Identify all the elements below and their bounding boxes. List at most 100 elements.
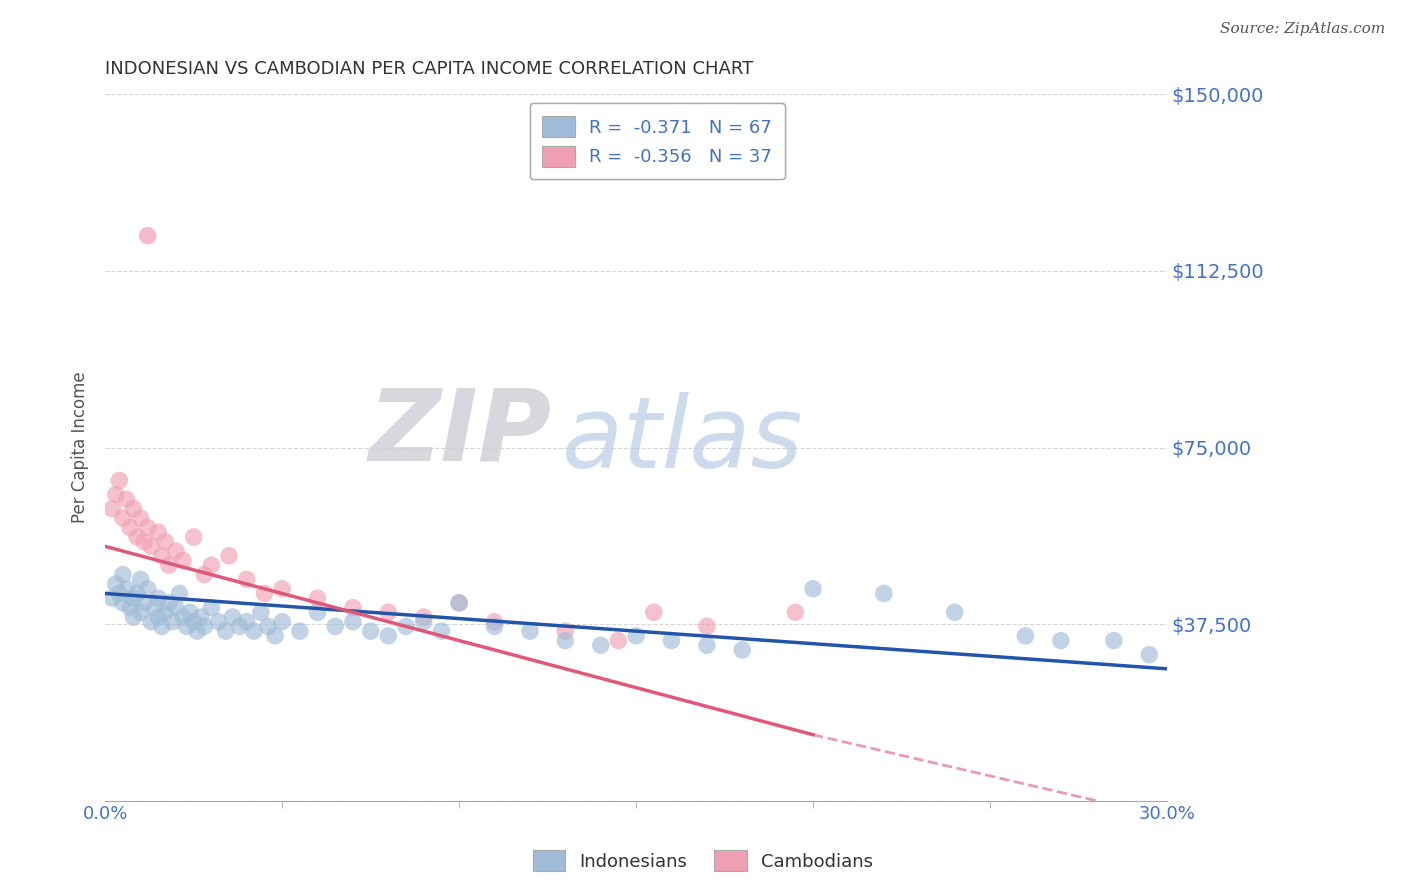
Point — [200, 558, 222, 573]
Text: atlas: atlas — [562, 392, 803, 489]
Point — [179, 605, 201, 619]
Point — [148, 591, 170, 606]
Point — [111, 596, 134, 610]
Point — [169, 586, 191, 600]
Point — [554, 633, 576, 648]
Point — [129, 605, 152, 619]
Point — [554, 624, 576, 639]
Point — [243, 624, 266, 639]
Point — [236, 572, 259, 586]
Point — [101, 501, 124, 516]
Legend: Indonesians, Cambodians: Indonesians, Cambodians — [526, 843, 880, 879]
Point — [125, 586, 148, 600]
Point — [157, 558, 180, 573]
Point — [661, 633, 683, 648]
Point — [190, 610, 212, 624]
Point — [108, 586, 131, 600]
Point — [342, 615, 364, 629]
Point — [377, 629, 399, 643]
Point — [1014, 629, 1036, 643]
Text: INDONESIAN VS CAMBODIAN PER CAPITA INCOME CORRELATION CHART: INDONESIAN VS CAMBODIAN PER CAPITA INCOM… — [105, 60, 754, 78]
Point — [264, 629, 287, 643]
Point — [307, 591, 329, 606]
Point — [307, 605, 329, 619]
Point — [271, 615, 294, 629]
Point — [1102, 633, 1125, 648]
Point — [360, 624, 382, 639]
Point — [176, 619, 198, 633]
Point — [250, 605, 273, 619]
Point — [1049, 633, 1071, 648]
Point — [200, 600, 222, 615]
Point — [111, 511, 134, 525]
Point — [148, 525, 170, 540]
Point — [214, 624, 236, 639]
Point — [943, 605, 966, 619]
Point — [141, 540, 163, 554]
Point — [150, 549, 173, 563]
Point — [111, 567, 134, 582]
Text: ZIP: ZIP — [368, 385, 551, 482]
Point — [271, 582, 294, 596]
Point — [221, 610, 243, 624]
Point — [801, 582, 824, 596]
Point — [785, 605, 807, 619]
Point — [484, 615, 506, 629]
Point — [253, 586, 276, 600]
Point — [141, 615, 163, 629]
Point — [1137, 648, 1160, 662]
Point — [118, 520, 141, 534]
Y-axis label: Per Capita Income: Per Capita Income — [72, 372, 89, 524]
Point — [172, 610, 194, 624]
Point — [118, 600, 141, 615]
Point — [873, 586, 896, 600]
Point — [643, 605, 665, 619]
Legend: R =  -0.371   N = 67, R =  -0.356   N = 37: R = -0.371 N = 67, R = -0.356 N = 37 — [530, 103, 785, 179]
Point — [288, 624, 311, 639]
Point — [624, 629, 647, 643]
Point — [165, 544, 187, 558]
Point — [696, 619, 718, 633]
Point — [172, 553, 194, 567]
Point — [377, 605, 399, 619]
Point — [430, 624, 453, 639]
Point — [218, 549, 240, 563]
Point — [125, 530, 148, 544]
Point — [607, 633, 630, 648]
Point — [122, 501, 145, 516]
Point — [136, 228, 159, 243]
Point — [143, 600, 166, 615]
Point — [183, 615, 205, 629]
Point — [589, 638, 612, 652]
Point — [696, 638, 718, 652]
Point — [134, 534, 156, 549]
Point — [101, 591, 124, 606]
Point — [129, 572, 152, 586]
Point — [122, 591, 145, 606]
Point — [449, 596, 471, 610]
Point — [323, 619, 346, 633]
Point — [136, 582, 159, 596]
Point — [104, 577, 127, 591]
Point — [115, 492, 138, 507]
Point — [115, 582, 138, 596]
Point — [193, 567, 215, 582]
Point — [150, 619, 173, 633]
Point — [395, 619, 418, 633]
Point — [136, 520, 159, 534]
Point — [236, 615, 259, 629]
Point — [519, 624, 541, 639]
Point — [104, 487, 127, 501]
Point — [162, 615, 184, 629]
Point — [155, 534, 177, 549]
Point — [228, 619, 250, 633]
Point — [122, 610, 145, 624]
Point — [186, 624, 208, 639]
Text: Source: ZipAtlas.com: Source: ZipAtlas.com — [1219, 22, 1385, 37]
Point — [731, 643, 754, 657]
Point — [449, 596, 471, 610]
Point — [129, 511, 152, 525]
Point — [342, 600, 364, 615]
Point — [183, 530, 205, 544]
Point — [165, 600, 187, 615]
